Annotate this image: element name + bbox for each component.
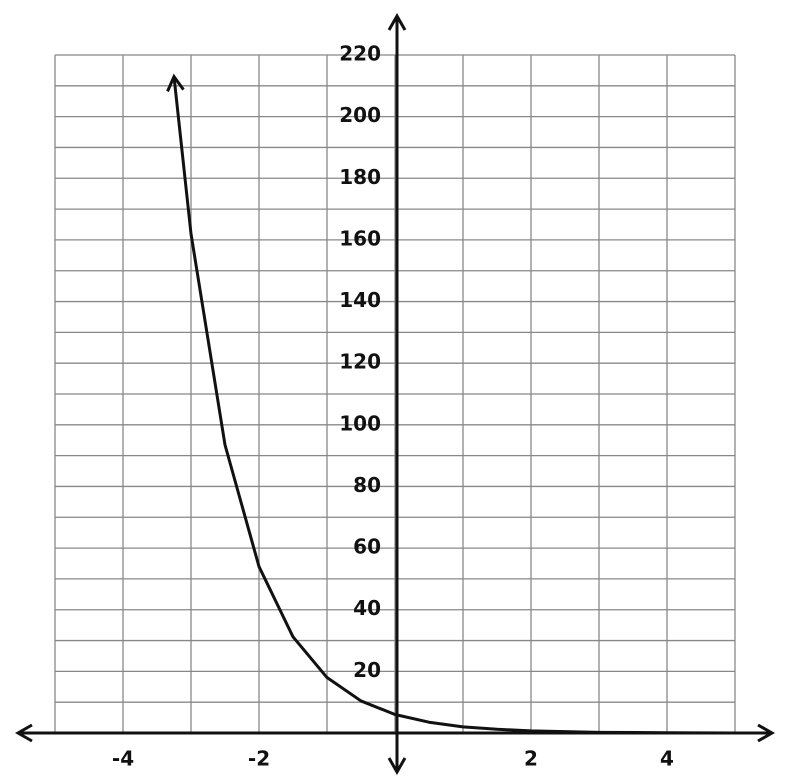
grid <box>54 54 736 734</box>
x-tick-label: -4 <box>112 747 134 771</box>
y-tick-label: 220 <box>339 42 381 66</box>
y-tick-label: 140 <box>339 288 381 312</box>
y-tick-label: 100 <box>339 411 381 435</box>
x-tick-label: 2 <box>524 747 538 771</box>
y-tick-label: 180 <box>339 165 381 189</box>
y-tick-label: 200 <box>339 103 381 127</box>
curve <box>166 73 736 735</box>
x-tick-label: 4 <box>660 747 674 771</box>
y-tick-label: 120 <box>339 350 381 374</box>
y-tick-label: 40 <box>353 596 381 620</box>
x-tick-label: -2 <box>248 747 270 771</box>
y-tick-label: 160 <box>339 226 381 250</box>
y-tick-label: 60 <box>353 535 381 559</box>
y-tick-label: 80 <box>353 473 381 497</box>
y-tick-label: 20 <box>353 658 381 682</box>
